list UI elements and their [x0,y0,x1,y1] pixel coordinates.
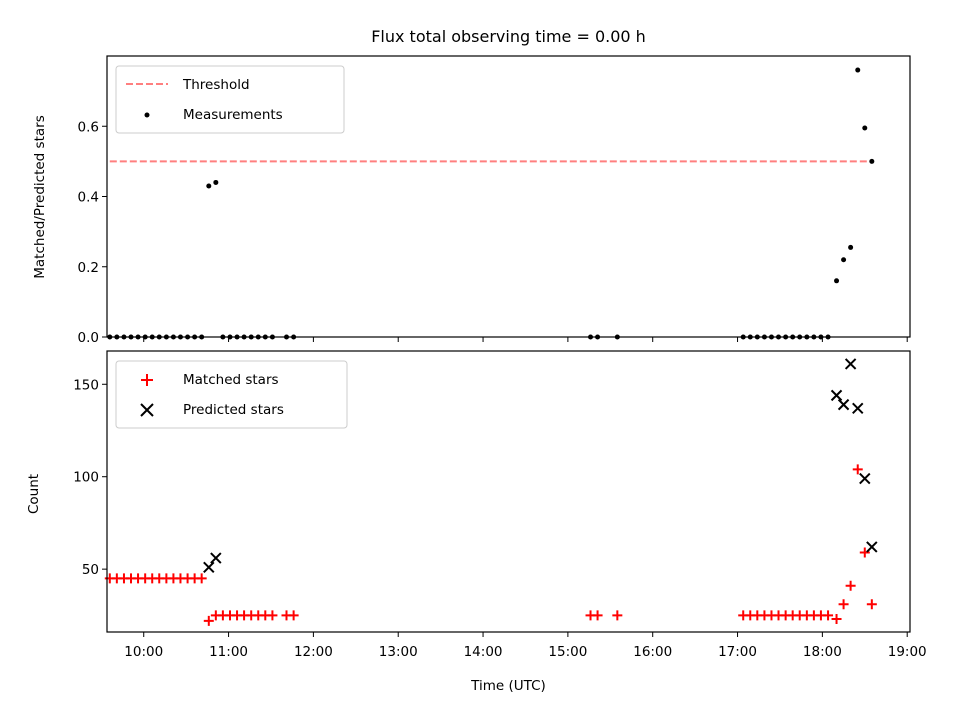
measurement-point [213,179,219,185]
legend-measurements-swatch [144,112,150,118]
matched-star-marker [592,610,603,621]
bottom-y-axis: 50 100 150 [73,377,107,578]
predicted-star-marker [844,358,857,370]
bottom-legend-box [115,360,348,429]
top-y-tick-label: 0.0 [78,330,99,346]
bottom-x-tick-label: 17:00 [718,644,757,660]
predicted-star-marker [210,552,222,564]
bottom-x-tick-label: 12:00 [294,644,333,660]
measurement-point [869,158,875,164]
legend-threshold-label: Threshold [182,77,250,93]
matched-star-marker [288,610,299,621]
predicted-star-marker [852,402,864,415]
top-legend: Threshold Measurements [115,65,345,134]
bottom-x-tick-label: 19:00 [888,644,927,660]
measurement-point [855,67,861,73]
bottom-plot-area [104,358,878,626]
predicted-star-marker [859,472,871,485]
matched-star-marker [852,464,863,475]
chart-title: Flux total observing time = 0.00 h [371,27,646,46]
legend-matched-label: Matched stars [183,372,279,388]
matched-star-marker [196,573,207,584]
x-axis-label: Time (UTC) [470,678,546,694]
measurement-point [862,125,868,131]
bottom-x-tick-label: 11:00 [209,644,248,660]
top-y-axis-label: Matched/Predicted stars [32,115,48,278]
matched-star-marker [859,547,870,558]
top-y-tick-label: 0.6 [78,119,99,135]
predicted-star-marker [866,541,878,553]
bottom-y-axis-label: Count [26,474,42,514]
bottom-x-tick-label: 10:00 [124,644,163,660]
top-x-axis [143,337,908,342]
predicted-star-marker [837,398,850,411]
matched-star-marker [845,580,856,591]
bottom-axes-frame [106,350,911,633]
bottom-y-tick-label: 50 [82,562,99,578]
legend-matched-swatch [141,374,153,386]
top-panel: 0.0 0.2 0.4 0.6 Matched/Predicted stars Thr… [32,55,911,346]
top-legend-box [115,65,345,134]
legend-predicted-label: Predicted stars [183,402,284,418]
bottom-x-tick-label: 13:00 [379,644,418,660]
matched-star-marker [267,610,278,621]
matched-star-marker [612,610,623,621]
bottom-x-tick-label: 14:00 [464,644,503,660]
bottom-x-tick-label: 18:00 [803,644,842,660]
matched-star-marker [203,615,214,626]
legend-predicted-swatch [140,403,154,417]
matched-star-marker [866,599,877,610]
bottom-x-tick-label: 16:00 [633,644,672,660]
measurement-point [834,278,840,284]
matched-star-marker [823,610,834,621]
top-y-tick-label: 0.4 [78,190,99,206]
bottom-y-tick-label: 150 [73,377,99,393]
matched-star-marker [831,614,842,625]
matched-star-marker [838,599,849,610]
bottom-x-tick-label: 15:00 [548,644,587,660]
measurement-point [848,244,854,250]
predicted-star-marker [203,561,215,574]
bottom-x-axis: 10:00 11:00 12:00 13:00 14:00 15:00 16:00 17:00… [124,632,927,660]
measurement-point [841,257,847,263]
bottom-legend: Matched stars Predicted stars [115,360,348,429]
measurement-point [206,183,212,189]
predicted-star-marker [830,389,843,402]
legend-measurements-label: Measurements [183,107,283,123]
top-y-axis: 0.0 0.2 0.4 0.6 [78,119,107,346]
bottom-y-tick-label: 100 [73,470,99,486]
top-y-tick-label: 0.2 [78,260,99,276]
